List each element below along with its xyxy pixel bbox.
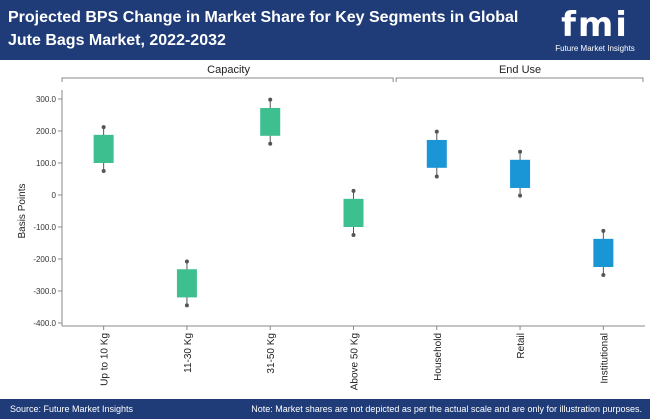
group-bracket <box>395 77 644 82</box>
box-above-50-kg <box>343 198 364 227</box>
box-chart: Capacity End Use 300.0 200.0 100.0 0 -100.0 -20… <box>17 64 645 390</box>
whisker-cap-high <box>101 125 106 130</box>
whisker-cap-high <box>518 149 523 154</box>
y-tick-label: 100.0 <box>36 159 57 168</box>
box-11-30-kg <box>176 269 197 298</box>
whisker-cap-low <box>601 273 606 277</box>
whisker-cap-high <box>351 188 356 193</box>
y-tick-label: 300.0 <box>36 95 57 104</box>
y-tick-label: -400.0 <box>33 319 56 328</box>
y-tick-label: -300.0 <box>33 287 56 296</box>
x-tick-label: Household <box>433 333 444 381</box>
y-tick-label: 0 <box>52 191 57 200</box>
whisker-cap-high <box>601 228 606 233</box>
whisker-cap-high <box>268 97 273 102</box>
y-axis-title: Basis Points <box>17 183 28 238</box>
chart-area: Capacity End Use 300.0 200.0 100.0 0 -100.0 -20… <box>0 60 650 399</box>
chart-title: Projected BPS Change in Market Share for… <box>8 9 519 49</box>
whisker-cap-high <box>434 129 439 134</box>
fmi-logo: fmi Future Market Insights <box>540 0 650 60</box>
x-tick-label: Above 50 Kg <box>350 333 361 390</box>
group-label: End Use <box>499 64 541 76</box>
box-31-50-kg <box>260 107 281 136</box>
whisker-cap-low <box>268 141 273 146</box>
whisker-cap-low <box>351 233 356 237</box>
y-tick-label: -200.0 <box>33 255 56 264</box>
source-text: Source: Future Market Insights <box>10 404 134 414</box>
header-banner: Projected BPS Change in Market Share for… <box>0 0 650 60</box>
whisker-cap-low <box>101 169 106 173</box>
whisker-cap-low <box>518 193 523 198</box>
whisker-cap-low <box>434 174 439 179</box>
whisker-cap-high <box>184 259 189 264</box>
box-up-to-10-kg <box>93 134 114 163</box>
y-tick-label: -100.0 <box>33 223 56 232</box>
x-tick-label: 11-30 Kg <box>183 333 194 373</box>
box-institutional <box>593 238 614 267</box>
group-label: Capacity <box>207 64 250 76</box>
x-tick-label: 31-50 Kg <box>266 333 277 374</box>
box-household <box>426 139 447 168</box>
whisker-cap-low <box>184 303 189 308</box>
x-tick-label: Retail <box>516 333 527 359</box>
group-bracket <box>61 77 394 82</box>
footer-bar: Source: Future Market Insights Note: Mar… <box>0 399 650 419</box>
logo-subtitle: Future Market Insights <box>555 44 635 53</box>
x-tick-label: Institutional <box>599 333 610 384</box>
x-tick-label: Up to 10 Kg <box>100 333 111 386</box>
logo-text: fmi <box>561 5 629 45</box>
y-tick-label: 200.0 <box>36 127 57 136</box>
box-retail <box>510 159 531 188</box>
note-text: Note: Market shares are not depicted as … <box>251 404 642 414</box>
